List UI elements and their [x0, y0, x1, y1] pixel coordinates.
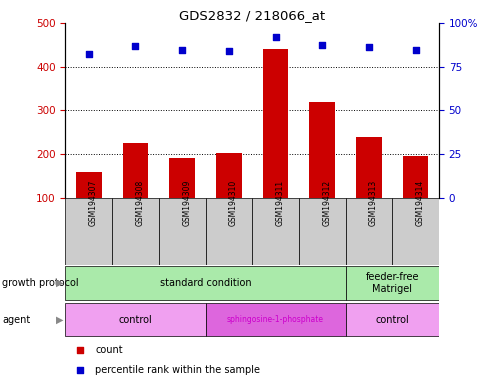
Point: [271, 35, 279, 41]
Bar: [402, 156, 427, 198]
Bar: [262, 49, 288, 198]
Bar: [65, 266, 345, 300]
Text: GSM194311: GSM194311: [275, 180, 284, 226]
Point: [318, 42, 325, 48]
Bar: [345, 266, 438, 300]
Text: growth protocol: growth protocol: [2, 278, 79, 288]
Text: percentile rank within the sample: percentile rank within the sample: [95, 364, 260, 375]
Bar: [158, 198, 205, 265]
Text: ▶: ▶: [56, 278, 63, 288]
Bar: [252, 198, 298, 265]
Bar: [355, 137, 381, 198]
Text: GSM194308: GSM194308: [135, 180, 144, 226]
Point: [131, 43, 139, 49]
Text: GSM194307: GSM194307: [89, 180, 98, 226]
Bar: [309, 102, 334, 198]
Text: GSM194312: GSM194312: [321, 180, 331, 226]
Text: count: count: [95, 345, 123, 355]
Text: standard condition: standard condition: [159, 278, 251, 288]
Bar: [205, 198, 252, 265]
Bar: [112, 198, 158, 265]
Bar: [205, 303, 345, 336]
Bar: [345, 303, 438, 336]
Point: [178, 47, 186, 53]
Bar: [65, 303, 205, 336]
Bar: [392, 198, 438, 265]
Text: sphingosine-1-phosphate: sphingosine-1-phosphate: [227, 315, 323, 324]
Text: GSM194313: GSM194313: [368, 180, 377, 226]
Bar: [65, 198, 112, 265]
Title: GDS2832 / 218066_at: GDS2832 / 218066_at: [179, 9, 325, 22]
Bar: [298, 198, 345, 265]
Text: GSM194314: GSM194314: [415, 180, 424, 226]
Bar: [345, 198, 392, 265]
Bar: [122, 143, 148, 198]
Bar: [215, 153, 241, 198]
Point: [225, 48, 232, 54]
Point: [85, 51, 92, 57]
Point: [411, 47, 419, 53]
Bar: [169, 159, 195, 198]
Text: feeder-free
Matrigel: feeder-free Matrigel: [365, 272, 418, 294]
Text: agent: agent: [2, 314, 30, 325]
Text: control: control: [375, 314, 408, 325]
Bar: [76, 172, 102, 198]
Point: [76, 347, 84, 353]
Text: ▶: ▶: [56, 314, 63, 325]
Text: control: control: [119, 314, 152, 325]
Point: [364, 44, 372, 50]
Point: [76, 366, 84, 372]
Text: GSM194309: GSM194309: [182, 180, 191, 226]
Text: GSM194310: GSM194310: [228, 180, 237, 226]
